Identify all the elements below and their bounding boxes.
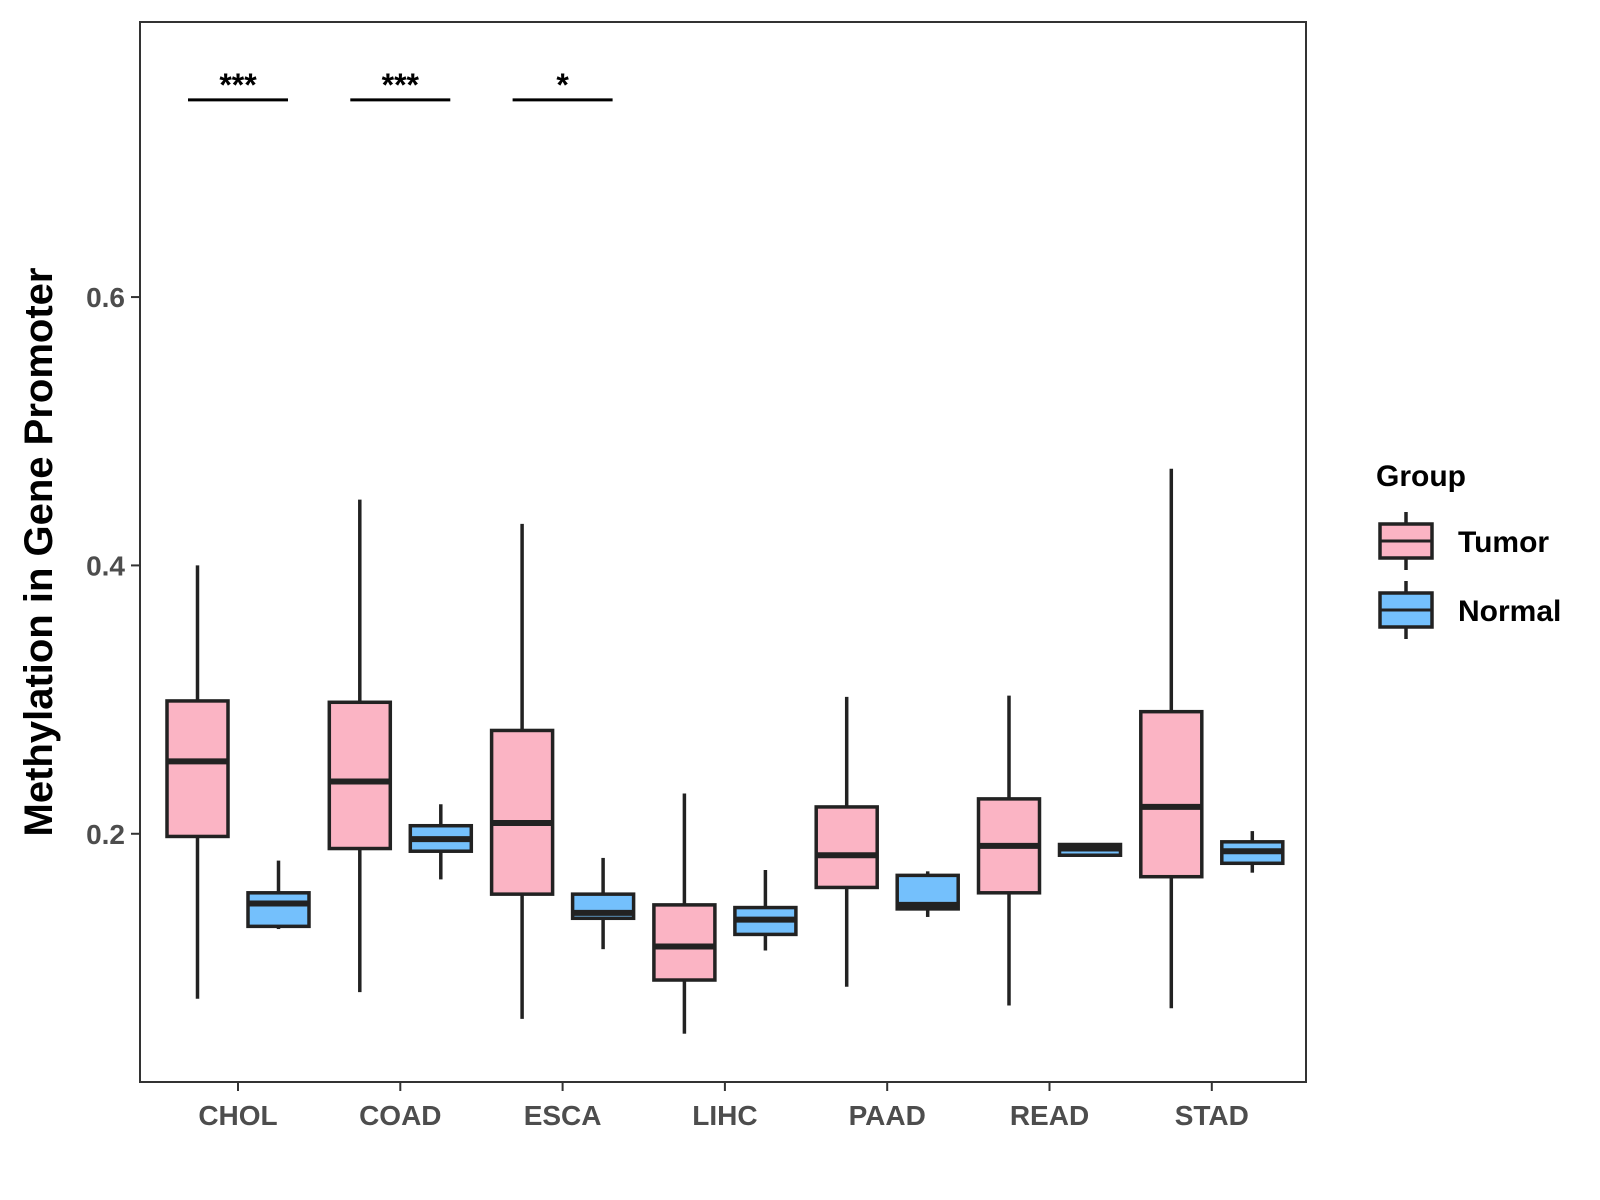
lihc-tumor-iqr-rect [652,903,717,982]
x-axis: CHOL COAD ESCA LIHC PAAD READ STAD [198,1082,1249,1131]
coad-tumor-box [327,499,393,993]
esca-tumor-box [489,523,555,1019]
paad-tumor-box [814,696,879,987]
paad-normal-box [895,871,960,917]
stad-normal-box [1220,831,1285,873]
x-tick-label-read: READ [1010,1100,1089,1131]
x-tick-label-stad: STAD [1175,1100,1249,1131]
chol-tumor-box [165,565,230,999]
chol-normal-box [246,860,311,930]
legend: Group Tumor Normal [1376,460,1561,639]
stad-tumor-iqr-rect [1139,709,1204,879]
x-tick-label-coad: COAD [359,1100,441,1131]
read-tumor-box [976,695,1042,1006]
esca-significance-stars: * [556,67,569,103]
legend-title: Group [1376,460,1466,493]
x-tick-label-esca: ESCA [524,1100,602,1131]
chol-significance-stars: *** [219,67,257,103]
esca-tumor-iqr-rect [489,728,555,896]
read-normal-box [1057,842,1123,857]
coad-tumor-iqr-rect [327,700,393,851]
boxes-layer [165,468,1285,1034]
legend-tumor-label: Tumor [1458,526,1549,559]
chol-tumor-iqr-rect [165,699,230,839]
x-tick-label-lihc: LIHC [692,1100,757,1131]
coad-significance-stars: *** [382,67,420,103]
x-tick-label-paad: PAAD [849,1100,926,1131]
legend-normal-label: Normal [1458,595,1561,628]
significance-annotations: *** *** * [188,67,613,103]
y-tick-label: 0.4 [86,550,125,581]
plot-panel [139,21,1307,1083]
y-axis: 0.2 0.4 0.6 [86,282,140,850]
y-axis-title: Methylation in Gene Promoter [17,268,61,837]
stad-tumor-box [1139,468,1204,1009]
chol-normal-iqr-rect [246,891,311,929]
lihc-tumor-box [652,793,717,1034]
lihc-normal-box [733,870,798,951]
paad-tumor-iqr-rect [814,805,879,890]
y-tick-label: 0.2 [86,819,125,850]
x-tick-label-chol: CHOL [198,1100,277,1131]
y-tick-label: 0.6 [86,282,125,313]
coad-normal-box [408,804,474,880]
esca-normal-box [570,857,636,950]
